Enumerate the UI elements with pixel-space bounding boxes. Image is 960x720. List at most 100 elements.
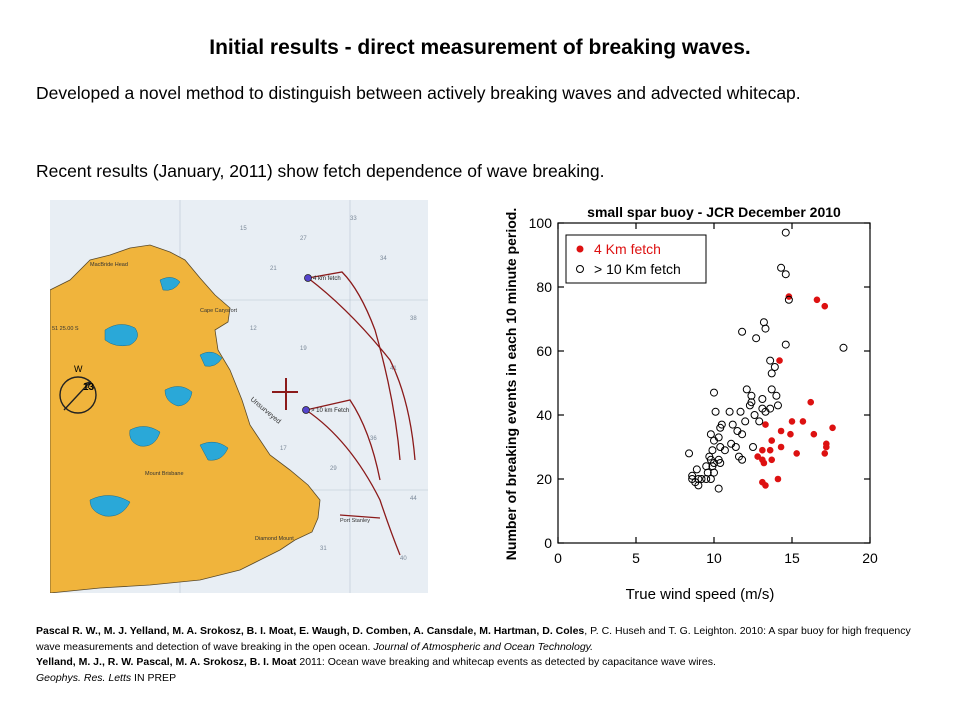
label-diamond-mount: Diamond Mount [255, 536, 294, 542]
y-tick-label: 0 [544, 535, 552, 551]
ref2-authors: Yelland, M. J., R. W. Pascal, M. A. Srok… [36, 656, 297, 668]
svg-text:15: 15 [240, 226, 247, 232]
point-4km-fetch [821, 302, 829, 310]
ref1-journal: Journal of Atmospheric and Ocean Technol… [373, 640, 594, 653]
label-4km-fetch: 4 km fetch [313, 276, 341, 282]
scatter-chart: small spar buoy - JCR December 2010 Numb… [503, 204, 878, 566]
ship-tracks [305, 271, 416, 556]
crosshair-marker [272, 378, 298, 410]
point-10km-fetch [758, 395, 767, 403]
y-tick-label: 100 [529, 215, 553, 231]
point-10km-fetch [761, 407, 770, 416]
point-4km-fetch [788, 418, 796, 425]
point-10km-fetch [738, 455, 747, 464]
y-axis-label: Number of breaking events in each 10 min… [503, 208, 519, 560]
y-tick-label: 40 [536, 407, 552, 423]
point-10km-fetch [714, 484, 723, 493]
point-4km-fetch [776, 357, 783, 364]
legend-label: > 10 Km fetch [594, 261, 681, 277]
point-10km-fetch [728, 420, 737, 429]
point-4km-fetch [766, 446, 774, 454]
compass-letter: W [74, 364, 83, 374]
svg-text:34: 34 [380, 256, 387, 262]
point-4km-fetch [759, 478, 766, 486]
point-4km-fetch [762, 421, 769, 428]
point-4km-fetch [777, 427, 785, 435]
point-10km-fetch [688, 475, 697, 483]
point-10km-fetch [716, 459, 725, 467]
point-4km-fetch [787, 430, 794, 438]
x-tick-label: 5 [632, 550, 640, 566]
svg-text:36: 36 [370, 436, 377, 442]
label-cape-carysfort: Cape Carysfort [200, 308, 237, 314]
point-10km-fetch [772, 391, 781, 400]
point-10km-fetch [688, 471, 697, 480]
references: Pascal R. W., M. J. Yelland, M. A. Sroko… [36, 624, 916, 686]
point-4km-fetch [759, 456, 766, 464]
svg-text:19: 19 [300, 346, 307, 352]
ref1-authors: Pascal R. W., M. J. Yelland, M. A. Sroko… [36, 625, 585, 637]
svg-text:40: 40 [400, 556, 407, 562]
point-4km-fetch [774, 475, 782, 483]
svg-text:29: 29 [330, 466, 337, 472]
point-10km-fetch [770, 363, 779, 371]
x-tick-label: 0 [554, 550, 562, 566]
ref2-text: 2011: Ocean wave breaking and whitecap e… [296, 656, 716, 668]
point-10km-fetch [759, 318, 768, 327]
point-4km-fetch [823, 443, 830, 451]
paragraph-results: Recent results (January, 2011) show fetc… [36, 161, 605, 181]
point-10km-fetch [685, 449, 694, 458]
point-10km-fetch [697, 475, 706, 483]
buoy-marker-4km [304, 274, 312, 282]
point-10km-fetch [777, 263, 786, 272]
label-10km-fetch: > 10 km Fetch [311, 408, 349, 414]
legend-marker [576, 265, 584, 273]
point-4km-fetch [807, 398, 815, 406]
point-10km-fetch [766, 356, 775, 365]
point-10km-fetch [767, 369, 776, 378]
compass-number: 13 [83, 382, 95, 393]
legend-marker [576, 245, 584, 253]
point-10km-fetch [752, 334, 761, 343]
point-10km-fetch [747, 391, 756, 400]
ref2-journal: Geophys. Res. Letts [36, 671, 132, 684]
svg-text:21: 21 [270, 266, 277, 272]
point-10km-fetch [755, 417, 764, 426]
label-port-stanley: Port Stanley [340, 518, 370, 524]
point-10km-fetch [694, 481, 703, 490]
y-tick-label: 20 [536, 471, 552, 487]
point-4km-fetch [799, 418, 807, 425]
label-mount-brisbane: Mount Brisbane [145, 471, 184, 477]
label-macbride: MacBride Head [90, 262, 128, 268]
point-4km-fetch [768, 456, 776, 464]
point-10km-fetch [781, 340, 790, 349]
y-tick-label: 80 [536, 279, 552, 295]
x-tick-label: 15 [784, 550, 800, 566]
point-10km-fetch [706, 475, 715, 483]
point-10km-fetch [736, 407, 745, 416]
point-10km-fetch [750, 411, 759, 419]
point-4km-fetch [821, 450, 829, 457]
y-tick-label: 60 [536, 343, 552, 359]
point-10km-fetch [839, 343, 848, 352]
point-10km-fetch [784, 295, 793, 304]
svg-text:33: 33 [350, 216, 357, 222]
point-10km-fetch [749, 443, 757, 451]
point-10km-fetch [711, 407, 720, 416]
point-10km-fetch [761, 324, 770, 333]
point-10km-fetch [738, 430, 747, 439]
svg-text:38: 38 [410, 316, 417, 322]
compass-rose [59, 376, 97, 414]
point-10km-fetch [692, 465, 701, 474]
point-4km-fetch [810, 430, 818, 438]
svg-text:12: 12 [250, 326, 257, 332]
point-10km-fetch [738, 327, 747, 336]
point-10km-fetch [710, 388, 718, 397]
point-10km-fetch [725, 407, 734, 416]
paragraph-method: Developed a novel method to distinguish … [36, 83, 801, 103]
point-10km-fetch [745, 401, 754, 410]
point-4km-fetch [759, 446, 766, 454]
point-10km-fetch [731, 443, 740, 451]
x-axis-label: True wind speed (m/s) [625, 586, 775, 603]
buoy-marker-10km [302, 406, 310, 414]
